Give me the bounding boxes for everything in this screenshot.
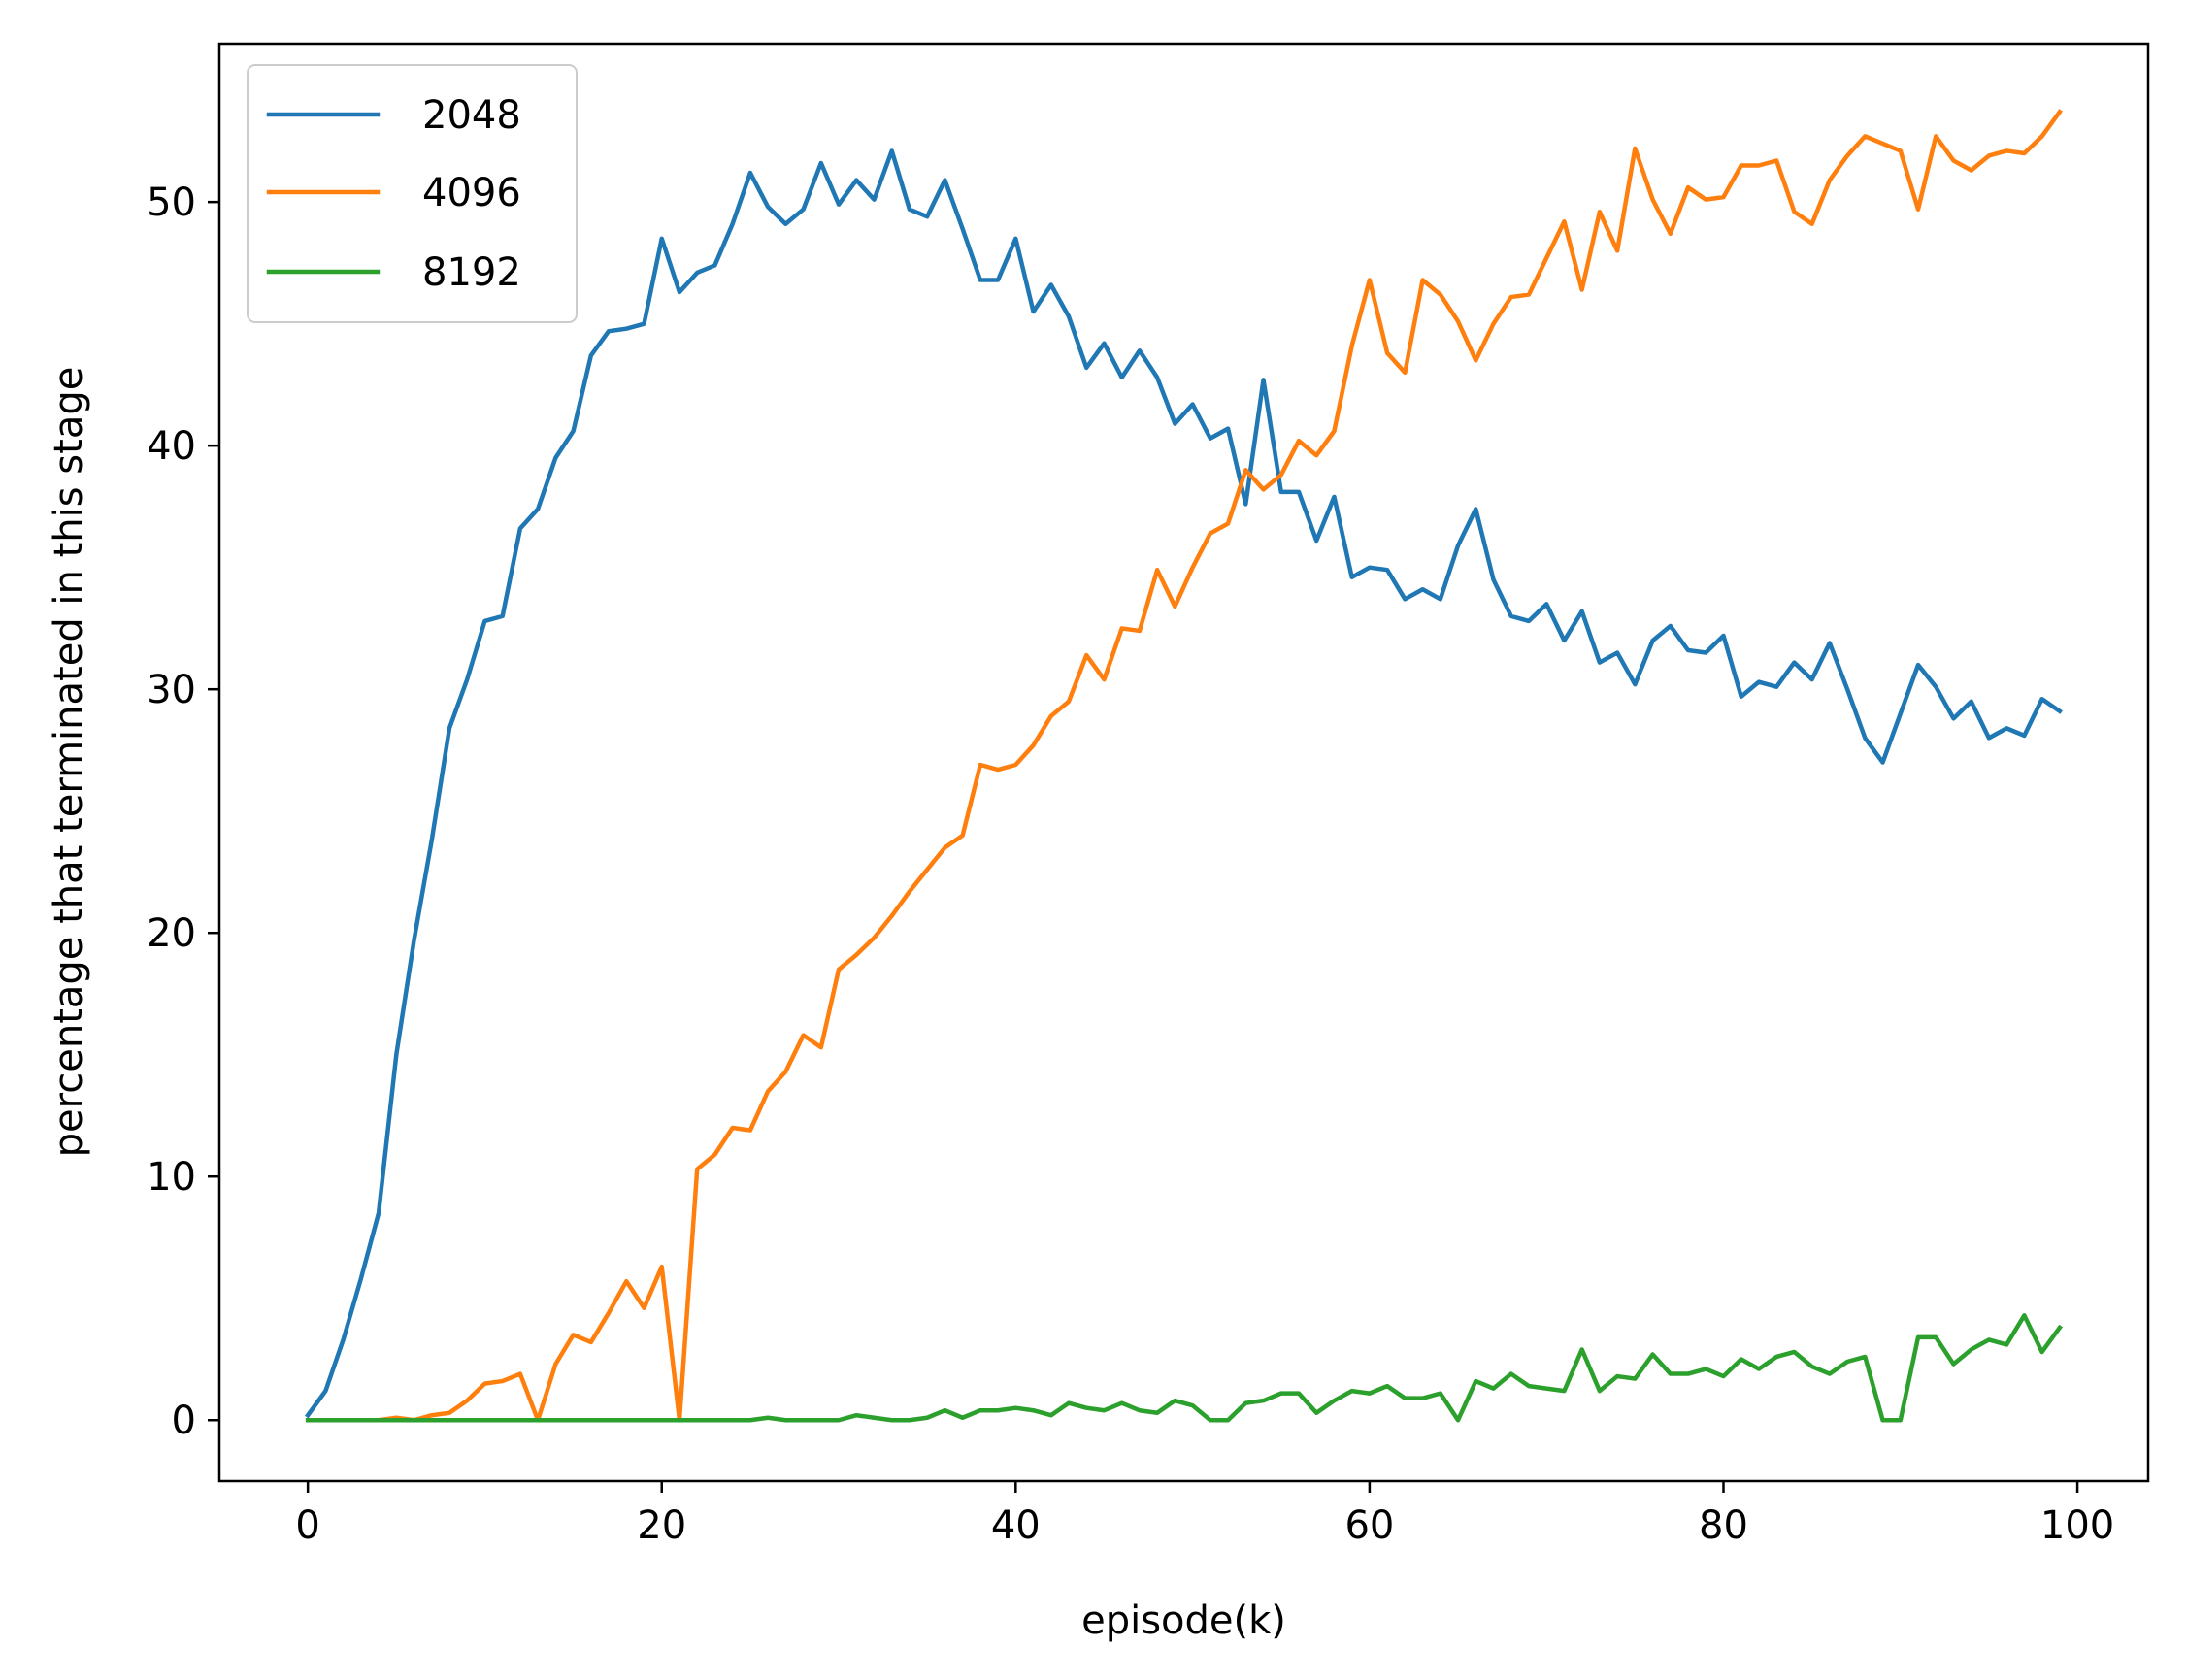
legend-box bbox=[247, 64, 578, 323]
y-axis-label: percentage that terminated in this stage bbox=[47, 367, 91, 1158]
series-layer bbox=[305, 109, 2063, 1423]
legend: 2048 4096 8192 bbox=[247, 64, 578, 323]
legend-entry-4096: 4096 bbox=[266, 171, 521, 215]
y-tick-label: 10 bbox=[147, 1155, 196, 1200]
y-tick-label: 50 bbox=[147, 181, 196, 225]
x-tick-label: 0 bbox=[295, 1503, 319, 1548]
x-tick-label: 20 bbox=[637, 1503, 686, 1548]
ticks-layer: 0 20 40 60 80 100 0 10 20 30 40 50 bbox=[147, 181, 2114, 1548]
legend-label-8192: 8192 bbox=[422, 250, 521, 295]
legend-label-4096: 4096 bbox=[422, 171, 521, 215]
x-tick-label: 80 bbox=[1699, 1503, 1748, 1548]
series-line-4096 bbox=[305, 109, 2063, 1423]
y-tick-label: 0 bbox=[172, 1399, 196, 1443]
x-tick-label: 60 bbox=[1344, 1503, 1394, 1548]
y-tick-label: 40 bbox=[147, 424, 196, 469]
y-tick-label: 30 bbox=[147, 668, 196, 712]
x-axis-label: episode(k) bbox=[1081, 1598, 1286, 1643]
plot-frame bbox=[217, 42, 2150, 1483]
legend-entry-2048: 2048 bbox=[266, 93, 521, 138]
series-line-2048 bbox=[305, 148, 2063, 1419]
y-tick-label: 20 bbox=[147, 911, 196, 956]
series-line-8192 bbox=[305, 1313, 2063, 1423]
legend-entry-8192: 8192 bbox=[266, 250, 521, 295]
x-tick-label: 40 bbox=[991, 1503, 1041, 1548]
x-tick-label: 100 bbox=[2040, 1503, 2114, 1548]
legend-label-2048: 2048 bbox=[422, 93, 521, 138]
